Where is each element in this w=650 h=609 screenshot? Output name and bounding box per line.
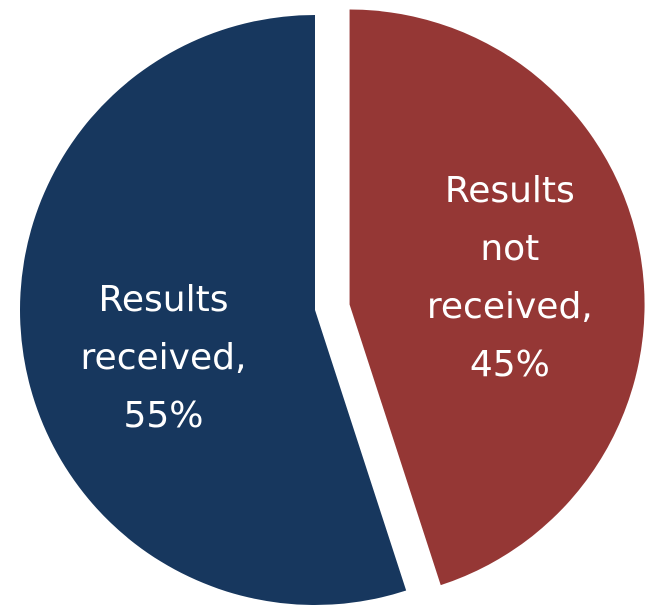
data-label-line: not [480, 228, 539, 269]
data-label-line: Results [98, 279, 228, 320]
data-label-line: received, [81, 337, 247, 378]
data-label-line: Results [445, 170, 575, 211]
data-label-line: received, [427, 286, 593, 327]
pie-slice [19, 15, 407, 606]
data-label-line: 45% [470, 344, 550, 385]
data-label: Results not received, 45% [427, 170, 593, 385]
data-label-line: 55% [123, 395, 203, 436]
pie-slice [349, 9, 645, 586]
data-label: Results received, 55% [81, 279, 247, 436]
